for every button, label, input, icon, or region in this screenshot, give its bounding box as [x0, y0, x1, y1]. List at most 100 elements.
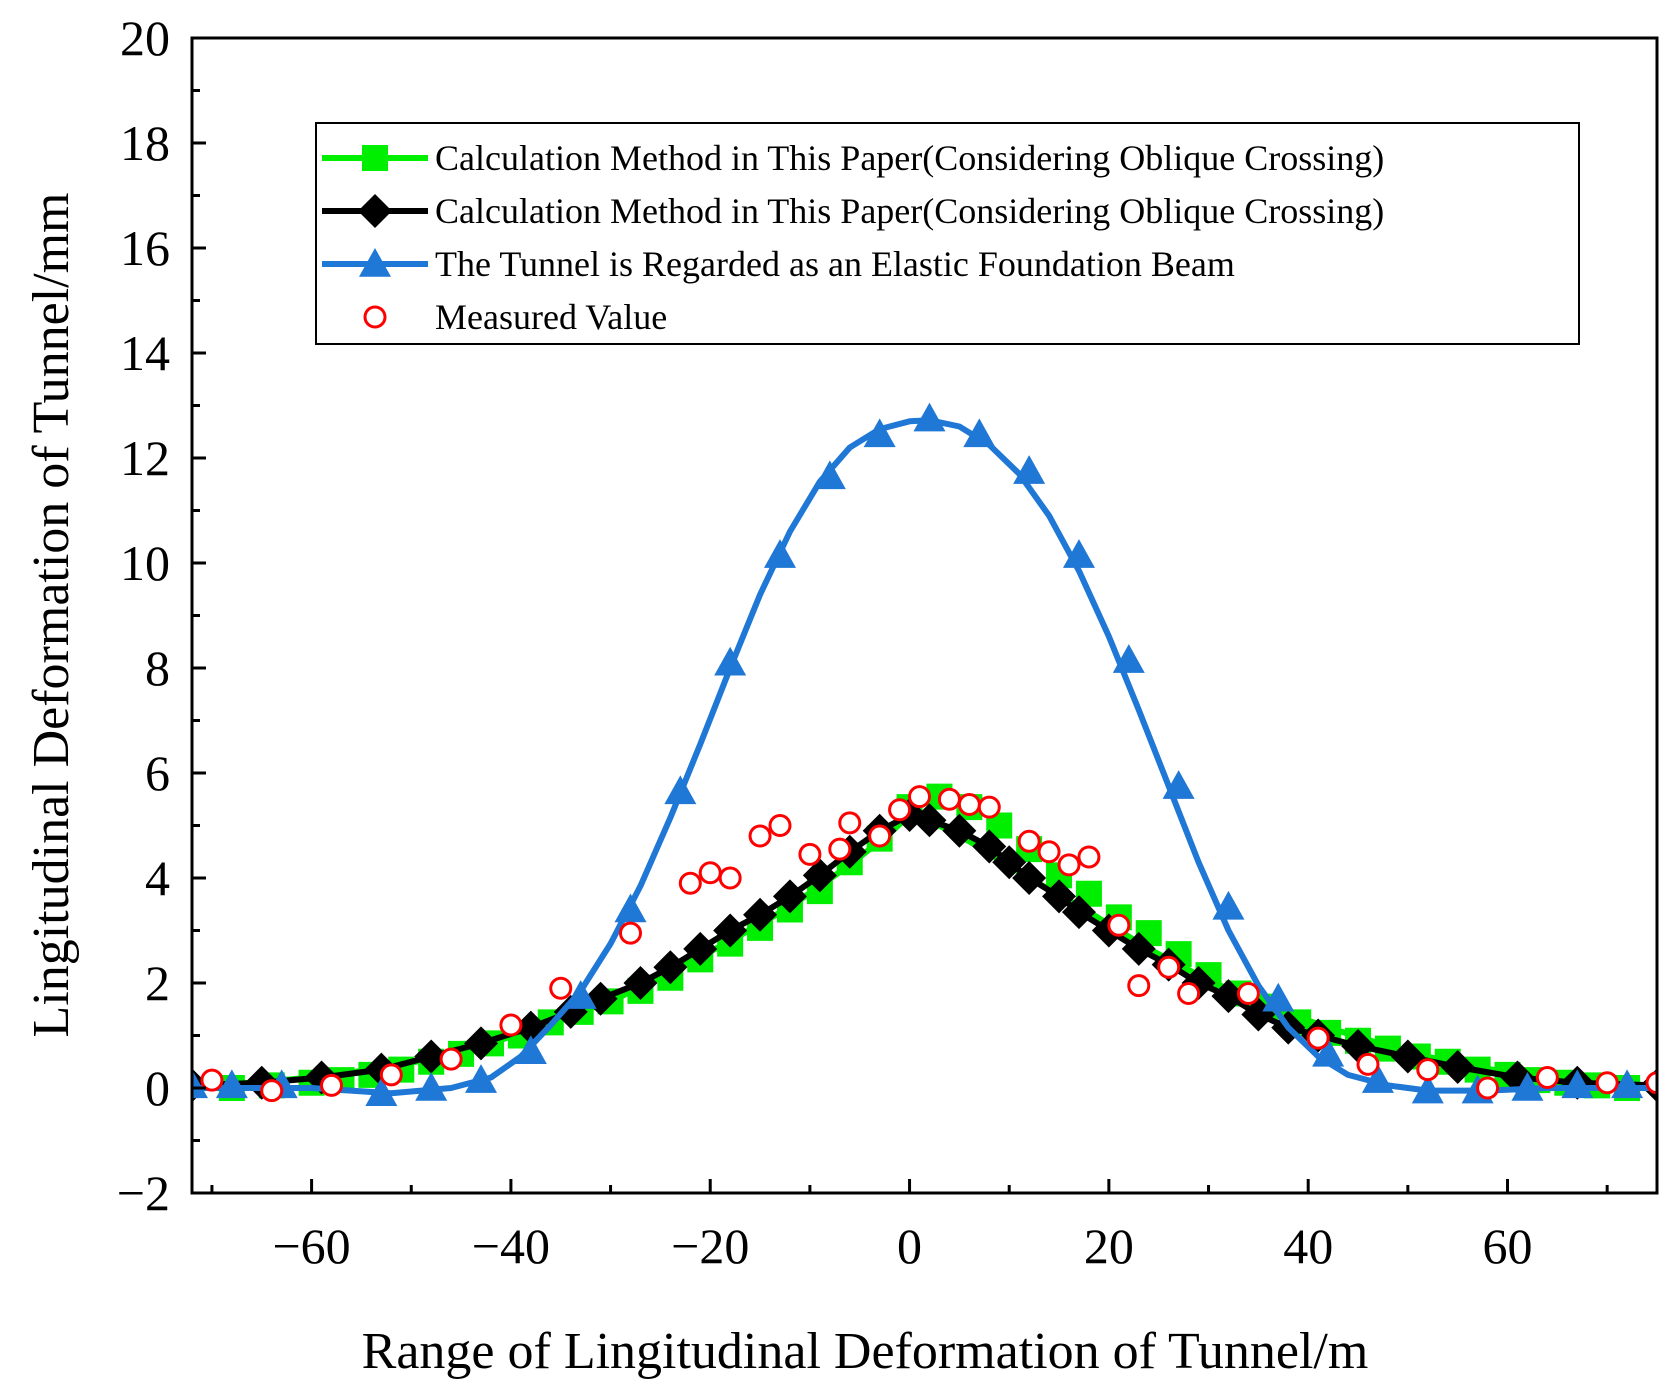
y-tick-label-2: 0 — [145, 1060, 170, 1116]
series-3-point-29 — [1611, 1069, 1644, 1099]
series-2-point-13 — [713, 913, 748, 948]
series-4-point-10 — [698, 861, 722, 885]
legend-item-4: Measured Value — [363, 297, 667, 337]
legend-box — [315, 122, 1580, 345]
legend-swatch-marker-3 — [359, 248, 391, 277]
y-tick-label-1: −2 — [117, 1165, 170, 1221]
series-3-point-18 — [1062, 539, 1095, 568]
series-3-line — [192, 417, 1657, 1097]
y-tick-label-9: 14 — [120, 325, 170, 381]
series-4-point-3 — [320, 1073, 344, 1097]
series-3-point-28 — [1561, 1069, 1594, 1099]
series-2-point-31 — [1211, 979, 1246, 1014]
series-3-point-1 — [192, 1069, 208, 1099]
series-4-point-38 — [1645, 1071, 1657, 1095]
series-3-point-16 — [963, 418, 996, 448]
series-4-point-29 — [1157, 955, 1181, 979]
series-3-point-14 — [863, 418, 896, 448]
series-3-point-5 — [415, 1072, 448, 1101]
series-3-point-6 — [465, 1064, 498, 1093]
legend-label-1: Calculation Method in This Paper(Conside… — [435, 138, 1384, 178]
series-4-point-15 — [828, 837, 852, 861]
series-4-point-6 — [499, 1013, 523, 1037]
series-3-point-9 — [614, 893, 647, 923]
series-4-point-17 — [868, 824, 892, 848]
series-3-point-20 — [1162, 770, 1195, 799]
y-tick-label-11: 18 — [120, 115, 170, 171]
series-4-point-11 — [718, 866, 742, 890]
legend-label-4: Measured Value — [435, 297, 667, 337]
series-4-point-5 — [439, 1047, 463, 1071]
x-tick-label-6: 40 — [1283, 1218, 1333, 1274]
series-4-point-35 — [1476, 1076, 1500, 1100]
series-1-line — [192, 812, 1657, 1091]
legend-label-3: The Tunnel is Regarded as an Elastic Fou… — [435, 244, 1235, 284]
series-4-point-1 — [200, 1068, 224, 1092]
series-4-point-22 — [977, 795, 1001, 819]
series-4-point-26 — [1077, 845, 1101, 869]
series-layer — [192, 402, 1657, 1107]
series-4-point-8 — [619, 921, 643, 945]
series-3-point-11 — [714, 646, 747, 676]
x-tick-label-4: 0 — [897, 1218, 922, 1274]
y-tick-label-8: 12 — [120, 430, 170, 486]
series-2-point-11 — [653, 950, 688, 985]
series-4-point-28 — [1127, 974, 1151, 998]
series-3-point-4 — [365, 1077, 398, 1107]
y-tick-label-6: 8 — [145, 640, 170, 696]
series-4-point-30 — [1177, 982, 1201, 1005]
series-4-point-18 — [888, 798, 912, 822]
legend-swatch-marker-4 — [363, 305, 387, 329]
series-4-point-12 — [748, 824, 772, 848]
series-4-point-7 — [549, 976, 573, 1000]
series-4-point-34 — [1416, 1058, 1440, 1082]
x-tick-label-2: −40 — [472, 1218, 550, 1274]
series-4-point-9 — [678, 871, 702, 895]
legend-swatch-marker-2 — [358, 194, 392, 228]
y-tick-label-10: 16 — [120, 220, 170, 276]
series-3-point-10 — [664, 775, 697, 805]
series-2-point-22 — [972, 829, 1007, 864]
series-2-point-37 — [1440, 1050, 1475, 1084]
series-4-point-37 — [1595, 1071, 1619, 1095]
series-2-point-36 — [1390, 1039, 1425, 1074]
series-2-point-6 — [464, 1026, 499, 1061]
series-2-point-25 — [1042, 879, 1077, 914]
series-3-point-24 — [1361, 1064, 1394, 1093]
x-tick-label-7: 60 — [1483, 1218, 1533, 1274]
legend-items: Calculation Method in This Paper(Conside… — [322, 138, 1384, 337]
x-tick-label-1: −60 — [272, 1218, 350, 1274]
series-4-point-21 — [957, 793, 981, 816]
series-4-point-33 — [1356, 1052, 1380, 1076]
series-4 — [200, 785, 1657, 1103]
series-4-point-16 — [838, 811, 862, 835]
legend-item-2: Calculation Method in This Paper(Conside… — [322, 191, 1384, 231]
series-4-point-13 — [768, 814, 792, 837]
x-tick-label-5: 20 — [1084, 1218, 1134, 1274]
series-4-point-20 — [937, 787, 961, 811]
series-3-point-13 — [813, 460, 846, 490]
series-3-point-12 — [763, 539, 796, 568]
y-axis-title: Lingitudinal Deformation of Tunnel/mm — [23, 193, 80, 1038]
legend-swatch-marker-1 — [362, 145, 388, 171]
series-2-point-24 — [1012, 861, 1047, 895]
series-3-point-21 — [1212, 890, 1245, 920]
series-2-point-28 — [1121, 931, 1156, 966]
y-tick-label-4: 4 — [145, 850, 170, 906]
legend: Calculation Method in This Paper(Conside… — [315, 122, 1580, 345]
series-3-point-25 — [1411, 1074, 1444, 1104]
legend-label-2: Calculation Method in This Paper(Conside… — [435, 191, 1384, 231]
series-3-point-15 — [913, 402, 946, 432]
series-2-point-5 — [414, 1039, 449, 1074]
series-2-point-26 — [1061, 895, 1096, 930]
series-4-point-32 — [1306, 1026, 1330, 1050]
series-4-point-25 — [1057, 853, 1081, 877]
series-4-point-14 — [798, 842, 822, 866]
series-4-point-2 — [260, 1079, 284, 1103]
series-3-point-27 — [1511, 1072, 1544, 1101]
series-4-point-27 — [1107, 913, 1131, 937]
series-2-point-14 — [743, 897, 778, 932]
legend-item-1: Calculation Method in This Paper(Conside… — [322, 138, 1384, 178]
